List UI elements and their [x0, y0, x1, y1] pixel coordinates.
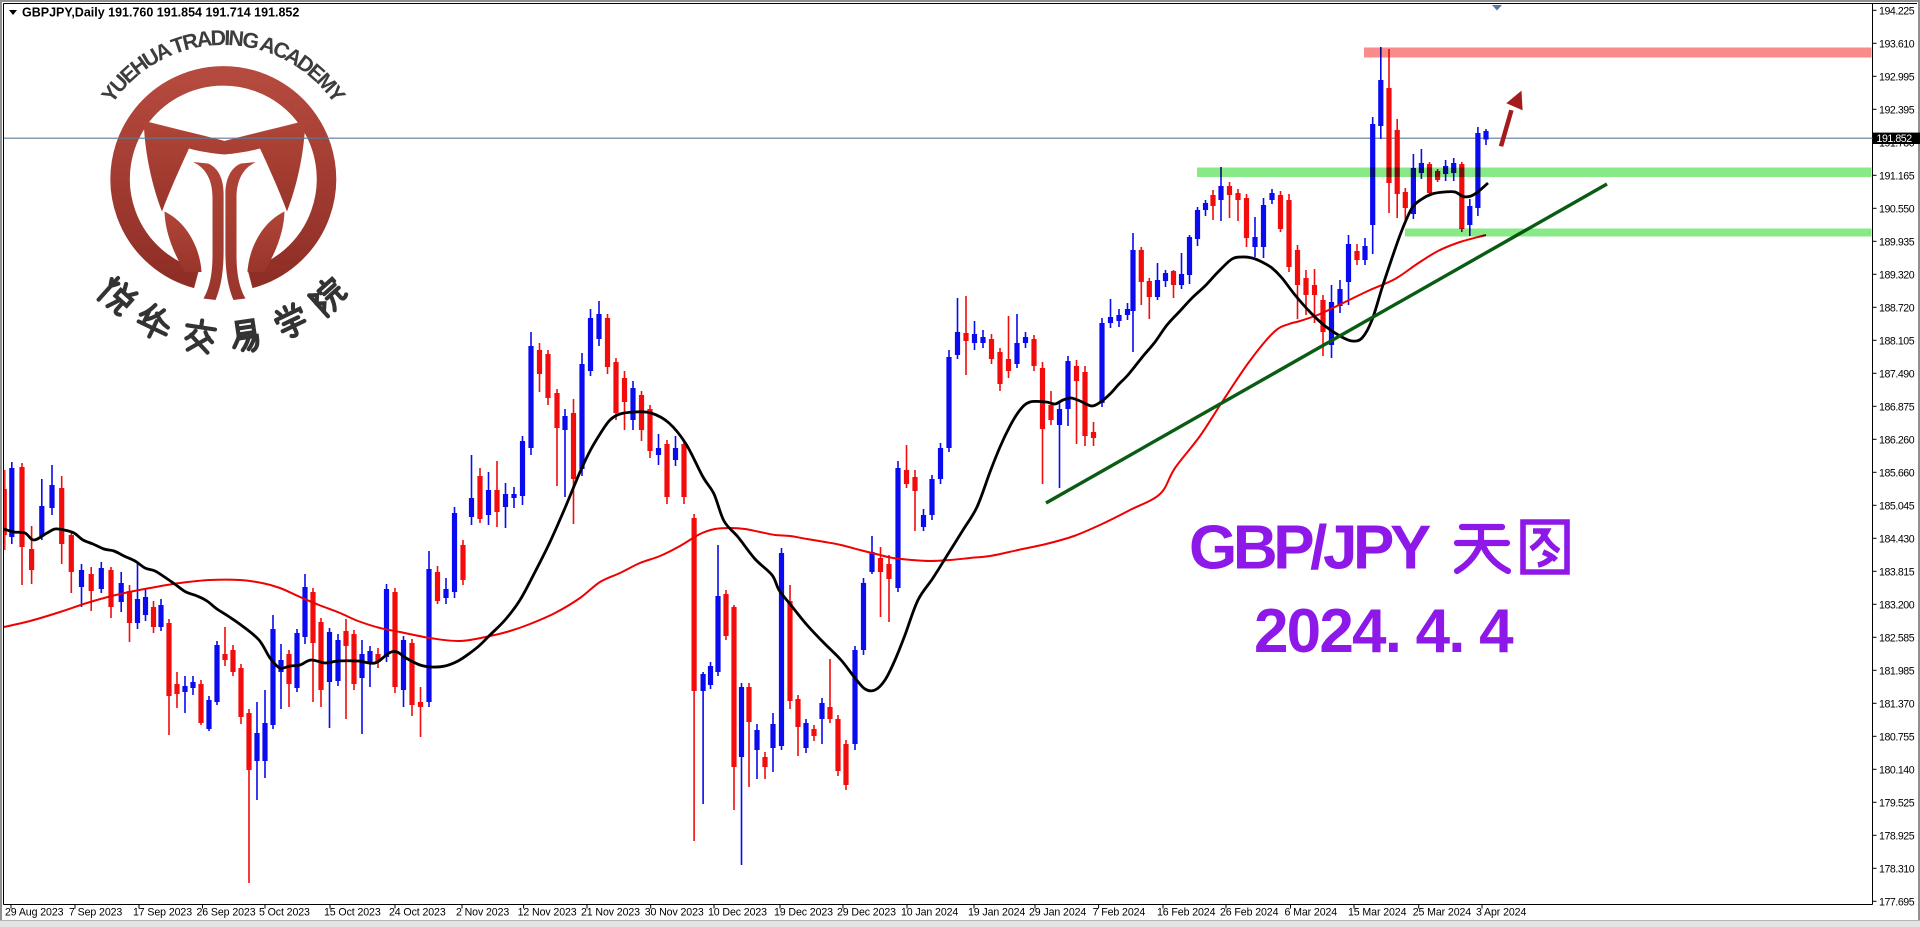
- svg-text:10 Jan 2024: 10 Jan 2024: [901, 907, 958, 919]
- svg-text:183.200: 183.200: [1879, 599, 1915, 611]
- svg-text:2 Nov 2023: 2 Nov 2023: [456, 907, 509, 919]
- svg-text:10 Dec 2023: 10 Dec 2023: [708, 907, 767, 919]
- svg-text:26 Feb 2024: 26 Feb 2024: [1220, 907, 1279, 919]
- svg-text:185.660: 185.660: [1879, 467, 1915, 479]
- svg-text:185.045: 185.045: [1879, 500, 1915, 512]
- svg-text:188.720: 188.720: [1879, 302, 1915, 314]
- svg-text:7 Sep 2023: 7 Sep 2023: [69, 907, 122, 919]
- svg-text:29 Aug 2023: 29 Aug 2023: [5, 907, 64, 919]
- svg-text:2024. 4. 4: 2024. 4. 4: [1254, 597, 1514, 666]
- svg-text:180.755: 180.755: [1879, 731, 1915, 743]
- svg-text:191.852: 191.852: [1877, 133, 1913, 145]
- svg-text:194.225: 194.225: [1879, 5, 1915, 17]
- svg-text:21 Nov 2023: 21 Nov 2023: [581, 907, 640, 919]
- svg-text:3 Apr 2024: 3 Apr 2024: [1476, 907, 1526, 919]
- svg-text:182.585: 182.585: [1879, 632, 1915, 644]
- svg-text:183.815: 183.815: [1879, 566, 1915, 578]
- svg-text:191.165: 191.165: [1879, 170, 1915, 182]
- svg-text:189.935: 189.935: [1879, 236, 1915, 248]
- svg-text:26 Sep 2023: 26 Sep 2023: [197, 907, 256, 919]
- svg-text:181.370: 181.370: [1879, 698, 1915, 710]
- svg-text:5 Oct 2023: 5 Oct 2023: [259, 907, 310, 919]
- svg-text:187.490: 187.490: [1879, 368, 1915, 380]
- svg-text:16 Feb 2024: 16 Feb 2024: [1157, 907, 1216, 919]
- svg-text:17 Sep 2023: 17 Sep 2023: [133, 907, 192, 919]
- svg-text:6 Mar 2024: 6 Mar 2024: [1285, 907, 1338, 919]
- svg-text:192.395: 192.395: [1879, 104, 1915, 116]
- svg-text:GBP/JPY: GBP/JPY: [1189, 514, 1431, 583]
- svg-text:181.985: 181.985: [1879, 665, 1915, 677]
- svg-text:188.105: 188.105: [1879, 335, 1915, 347]
- svg-text:186.875: 186.875: [1879, 401, 1915, 413]
- svg-text:7 Feb 2024: 7 Feb 2024: [1093, 907, 1146, 919]
- svg-text:15 Oct 2023: 15 Oct 2023: [324, 907, 381, 919]
- svg-text:24 Oct 2023: 24 Oct 2023: [389, 907, 446, 919]
- svg-text:190.550: 190.550: [1879, 203, 1915, 215]
- svg-text:19 Dec 2023: 19 Dec 2023: [774, 907, 833, 919]
- svg-text:184.430: 184.430: [1879, 533, 1915, 545]
- svg-text:189.320: 189.320: [1879, 269, 1915, 281]
- svg-text:29 Dec 2023: 29 Dec 2023: [837, 907, 896, 919]
- svg-text:12 Nov 2023: 12 Nov 2023: [518, 907, 577, 919]
- svg-text:192.995: 192.995: [1879, 71, 1915, 83]
- svg-text:180.140: 180.140: [1879, 764, 1915, 776]
- svg-text:15 Mar 2024: 15 Mar 2024: [1348, 907, 1407, 919]
- svg-text:193.610: 193.610: [1879, 38, 1915, 50]
- svg-text:GBPJPY,Daily 191.760 191.854: GBPJPY,Daily 191.760 191.854 191.714 191…: [22, 6, 299, 20]
- svg-text:179.525: 179.525: [1879, 797, 1915, 809]
- svg-text:178.925: 178.925: [1879, 830, 1915, 842]
- svg-text:25 Mar 2024: 25 Mar 2024: [1413, 907, 1472, 919]
- svg-text:178.310: 178.310: [1879, 863, 1915, 875]
- svg-text:186.260: 186.260: [1879, 434, 1915, 446]
- svg-text:177.695: 177.695: [1879, 896, 1915, 908]
- svg-text:29 Jan 2024: 29 Jan 2024: [1029, 907, 1086, 919]
- svg-text:19 Jan 2024: 19 Jan 2024: [968, 907, 1025, 919]
- svg-text:30 Nov 2023: 30 Nov 2023: [645, 907, 704, 919]
